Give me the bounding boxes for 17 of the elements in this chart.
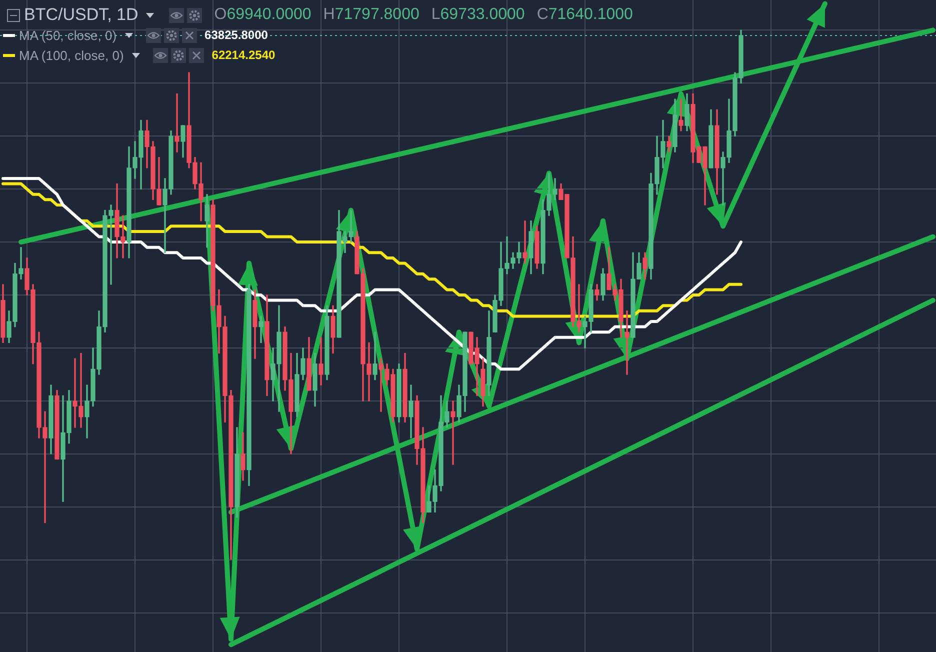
- candlestick: [522, 220, 528, 264]
- chart-title: BTC/USDT, 1D: [24, 5, 138, 25]
- candlestick: [450, 400, 456, 465]
- legend-label: MA (100, close, 0): [19, 48, 124, 62]
- candlestick: [174, 93, 180, 152]
- candlestick: [318, 337, 324, 386]
- candlestick: [372, 332, 378, 380]
- legend-label: MA (50, close, 0): [19, 28, 117, 42]
- text: O69940.0000: [214, 6, 312, 24]
- text: L69733.0000: [431, 6, 525, 24]
- text: C71640.1000: [536, 6, 633, 24]
- candlestick: [624, 310, 630, 375]
- candlestick: [678, 98, 684, 132]
- annotation: 63825.8000: [204, 28, 268, 42]
- annotation: 62214.2540: [212, 48, 276, 62]
- candlestick: [258, 316, 264, 344]
- text: H71797.8000: [323, 6, 420, 24]
